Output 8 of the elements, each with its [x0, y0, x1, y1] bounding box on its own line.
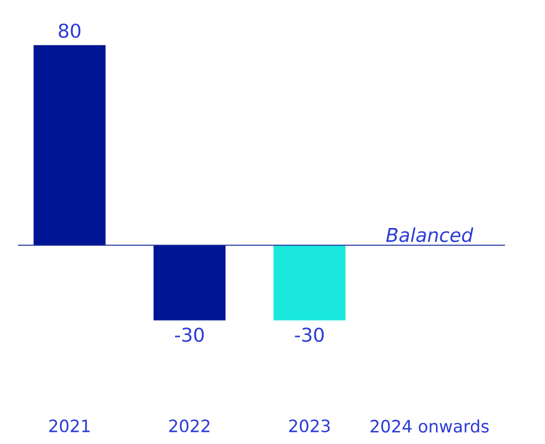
data-label: -30 [294, 328, 324, 342]
x-tick-label: 2022 [169, 419, 210, 432]
x-tick-label: 2021 [49, 419, 90, 432]
x-tick-label: 2024 onwards [370, 420, 489, 433]
data-label: -30 [175, 328, 204, 342]
data-label: 80 [58, 24, 80, 38]
ref-line-label: Balanced [386, 227, 474, 242]
x-tick-label: 2023 [289, 419, 330, 432]
